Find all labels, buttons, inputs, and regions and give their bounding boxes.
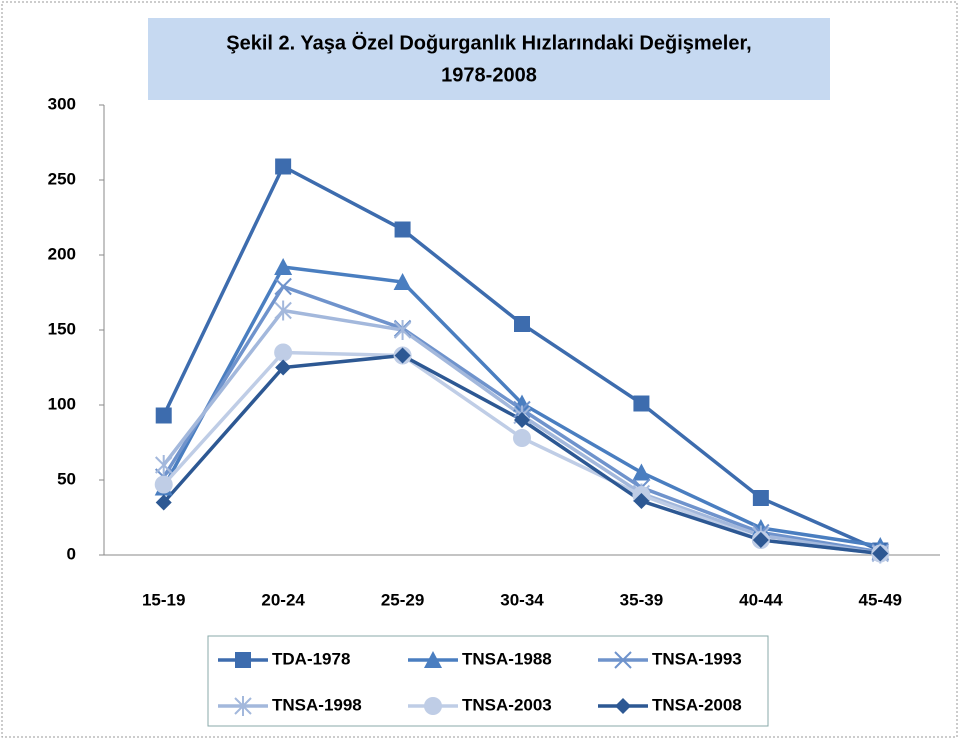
marker <box>514 316 530 332</box>
marker <box>274 258 293 275</box>
marker <box>393 273 412 290</box>
x-tick-label: 30-34 <box>500 590 544 609</box>
legend-label: TNSA-1993 <box>652 649 742 668</box>
y-tick-label: 100 <box>48 394 76 413</box>
marker <box>155 455 173 475</box>
marker <box>632 463 651 481</box>
marker <box>752 532 769 548</box>
legend-label: TNSA-2008 <box>652 695 742 714</box>
chart-title: Şekil 2. Yaşa Özel Doğurganlık Hızlarınd… <box>226 31 751 54</box>
marker <box>393 320 412 340</box>
x-tick-label: 25-29 <box>381 590 424 609</box>
marker <box>234 696 252 716</box>
legend-label: TNSA-1998 <box>272 695 362 714</box>
marker <box>155 407 172 424</box>
marker <box>274 277 292 296</box>
title-box <box>148 18 830 100</box>
marker <box>424 651 442 668</box>
marker <box>394 347 411 364</box>
y-tick-label: 150 <box>48 319 76 338</box>
x-tick-label: 40-44 <box>739 590 783 609</box>
x-tick-label: 20-24 <box>261 590 305 609</box>
marker <box>275 359 292 376</box>
legend-label: TNSA-1988 <box>462 649 552 668</box>
marker <box>154 475 173 494</box>
chart-title: 1978-2008 <box>441 64 537 86</box>
marker <box>752 490 769 506</box>
marker <box>274 300 292 321</box>
legend-label: TDA-1978 <box>272 649 350 668</box>
marker <box>424 697 442 715</box>
x-tick-label: 15-19 <box>142 590 185 609</box>
y-tick-label: 300 <box>48 94 76 113</box>
y-tick-label: 200 <box>48 244 76 263</box>
marker <box>274 343 293 362</box>
y-tick-label: 250 <box>48 169 76 188</box>
x-tick-label: 35-39 <box>620 590 663 609</box>
marker <box>615 698 631 714</box>
marker <box>235 652 251 668</box>
marker <box>513 394 531 412</box>
legend-box <box>207 635 769 727</box>
marker <box>394 221 411 238</box>
marker <box>633 395 650 412</box>
x-tick-label: 45-49 <box>859 590 902 609</box>
marker <box>513 429 531 447</box>
legend-label: TNSA-2003 <box>462 695 552 714</box>
marker <box>633 493 650 509</box>
y-tick-label: 0 <box>67 544 76 563</box>
marker <box>872 545 889 562</box>
marker <box>155 494 172 511</box>
marker <box>275 158 292 175</box>
y-tick-label: 50 <box>57 469 76 488</box>
marker <box>514 412 530 428</box>
marker <box>614 651 632 669</box>
